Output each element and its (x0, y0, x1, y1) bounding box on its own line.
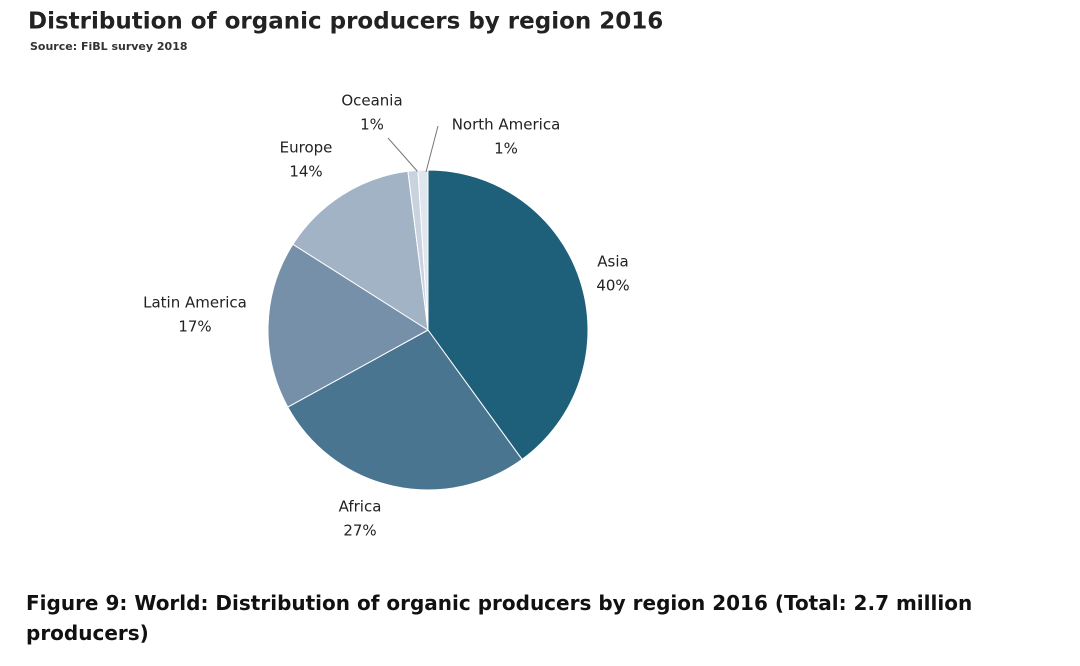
pie-slice (287, 329, 523, 491)
slice-value-label: 40% (596, 277, 629, 295)
pie-slice (427, 169, 589, 461)
slice-value-label: 1% (494, 140, 518, 158)
slice-name: Europe (280, 139, 333, 157)
leader-line (425, 125, 439, 173)
chart-title: Distribution of organic producers by reg… (28, 9, 663, 35)
slice-value-label: 17% (178, 318, 211, 336)
slice-name: Latin America (143, 294, 247, 312)
slice-value-label: 27% (343, 522, 376, 540)
slice-name: Africa (339, 498, 382, 516)
slice-name: Asia (597, 253, 628, 271)
leader-line (387, 137, 419, 173)
chart: Distribution of organic producers by reg… (28, 9, 663, 540)
slice-value-label: 14% (289, 163, 322, 181)
slice-name: Oceania (341, 92, 402, 110)
pie-slice (417, 169, 429, 331)
figure-caption: Figure 9: World: Distribution of organic… (26, 591, 973, 645)
slice-value-label: 1% (360, 116, 384, 134)
chart-subtitle: Source: FiBL survey 2018 (30, 40, 188, 53)
slice-name: North America (452, 116, 561, 134)
pie-slice (267, 243, 429, 408)
pie-slice (292, 170, 429, 331)
